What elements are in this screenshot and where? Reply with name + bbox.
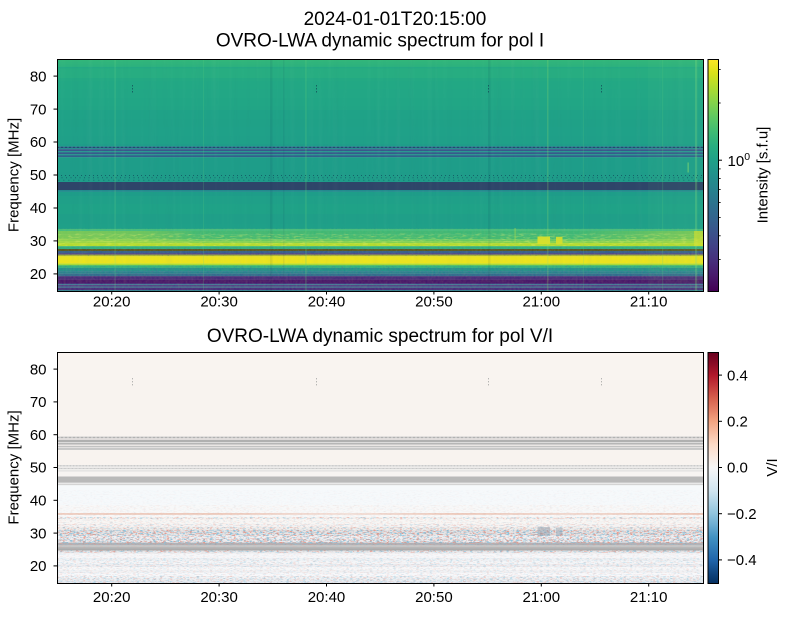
svg-text:20:50: 20:50 [415,589,453,606]
svg-text:OVRO-LWA dynamic spectrum for: OVRO-LWA dynamic spectrum for pol I [216,31,544,52]
svg-text:80: 80 [30,68,47,85]
svg-text:20:50: 20:50 [415,294,453,311]
svg-text:50: 50 [30,167,47,184]
svg-text:OVRO-LWA dynamic spectrum for: OVRO-LWA dynamic spectrum for pol V/I [207,326,553,347]
svg-text:40: 40 [30,493,47,510]
svg-text:70: 70 [30,101,47,118]
svg-text:0.0: 0.0 [727,460,748,477]
svg-text:20:30: 20:30 [200,294,238,311]
svg-text:−0.4: −0.4 [727,552,757,569]
svg-text:Intensity [s.f.u]: Intensity [s.f.u] [755,127,772,224]
svg-text:30: 30 [30,233,47,250]
svg-text:80: 80 [30,361,47,378]
svg-text:50: 50 [30,460,47,477]
svg-text:60: 60 [30,427,47,444]
svg-text:20:20: 20:20 [93,589,131,606]
svg-text:21:10: 21:10 [630,589,668,606]
svg-text:Frequency [MHz]: Frequency [MHz] [6,118,23,232]
svg-text:2024-01-01T20:15:00: 2024-01-01T20:15:00 [304,9,487,30]
svg-text:40: 40 [30,200,47,217]
svg-text:0.4: 0.4 [727,367,748,384]
svg-text:21:00: 21:00 [523,589,561,606]
svg-text:70: 70 [30,394,47,411]
svg-text:−0.2: −0.2 [727,506,757,523]
svg-text:60: 60 [30,134,47,151]
svg-text:21:10: 21:10 [630,294,668,311]
svg-text:20:40: 20:40 [308,589,346,606]
svg-text:30: 30 [30,525,47,542]
svg-text:20: 20 [30,266,47,283]
svg-text:20:40: 20:40 [308,294,346,311]
svg-text:Frequency [MHz]: Frequency [MHz] [6,410,23,524]
svg-text:0.2: 0.2 [727,414,748,431]
svg-text:V/I: V/I [764,458,781,476]
svg-text:20: 20 [30,558,47,575]
svg-text:20:20: 20:20 [93,294,131,311]
svg-text:21:00: 21:00 [523,294,561,311]
svg-text:20:30: 20:30 [200,589,238,606]
